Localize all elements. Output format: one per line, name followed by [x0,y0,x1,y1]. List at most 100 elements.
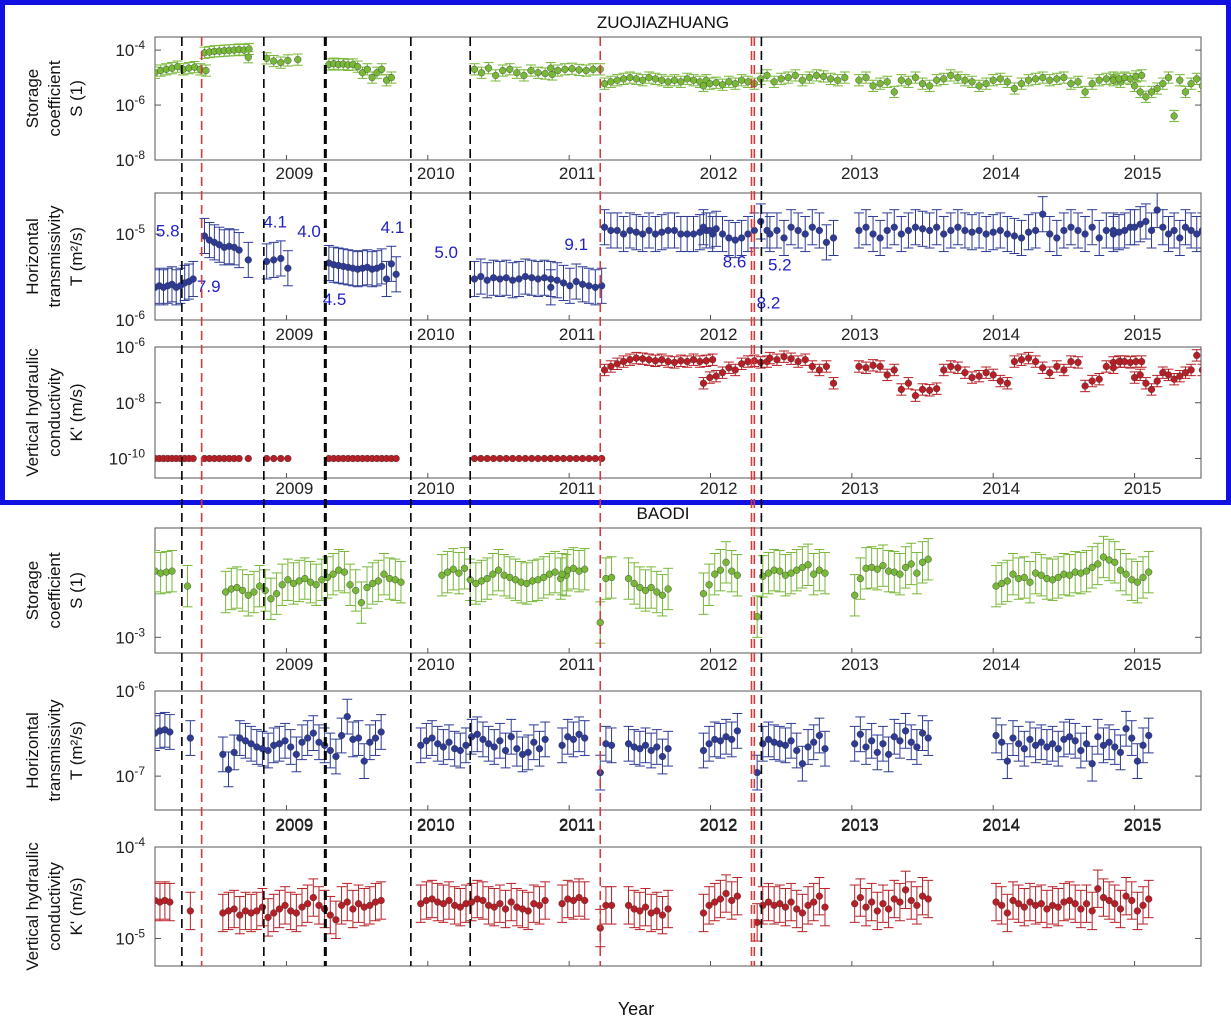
plot-area [155,869,1154,948]
data-point [1187,366,1195,374]
data-point [876,362,884,371]
data-point [275,905,283,913]
data-point [926,386,934,394]
data-point [989,228,997,236]
data-point [489,570,497,578]
data-point [728,896,736,905]
data-point [954,223,962,231]
data-point [1046,230,1054,238]
data-point [924,895,932,903]
data-point [521,272,529,281]
data-point [613,76,621,84]
data-point [1088,907,1096,915]
data-point [434,740,442,748]
data-point [876,80,884,88]
data-point [315,901,323,909]
y-tick-label: 10-5 [115,222,145,244]
data-point [725,364,733,372]
data-point [658,752,667,761]
data-point [343,713,351,721]
data-point [1024,228,1033,236]
y-axis-label-line: coefficient [45,552,64,629]
data-point [1020,745,1028,753]
data-point [541,735,549,744]
data-point [235,454,243,463]
data-point [1082,740,1091,748]
data-point [496,737,504,745]
x-tick-label: 2013 [841,325,879,344]
data-point [244,256,252,264]
data-point [968,228,976,236]
data-point [731,236,739,244]
data-point [284,454,292,463]
data-point [392,454,400,463]
data-point [641,741,650,749]
x-tick-label: 2010 [417,816,455,835]
data-point [439,900,447,908]
data-point [940,366,948,374]
data-point [528,274,536,282]
data-point [380,570,388,578]
data-point [244,454,252,463]
data-point [851,740,859,748]
x-tick-label: 2014 [982,815,1020,834]
data-point [277,254,285,263]
data-point [787,737,795,745]
data-point [534,69,542,77]
data-point [855,226,863,235]
x-tick-label: 2014 [982,479,1020,498]
data-point [798,760,806,768]
data-point [569,896,578,905]
data-point [292,750,300,758]
plot-frame [154,36,1202,161]
y-axis-label-line: Vertical hydraulic [23,842,42,971]
data-point [677,357,685,365]
value-annotation: 5.0 [434,243,458,262]
data-point [1147,226,1156,235]
data-point [1193,75,1201,83]
data-point [233,583,241,592]
data-point [507,733,515,741]
data-point [1046,76,1054,84]
data-point [1054,745,1062,753]
data-point [933,223,941,231]
data-point [378,65,386,73]
data-point [1187,226,1195,235]
data-point [477,272,485,281]
data-point [1111,558,1119,566]
data-point [236,911,244,919]
data-point [883,371,891,379]
y-axis-label-line: S (1) [67,572,86,609]
data-point [346,581,354,589]
data-point [253,907,261,915]
panel-3: Vertical hydraulic conductivity K' (m/s) 10… [23,335,1202,498]
x-tick-label: 2015 [1124,164,1162,183]
data-point [578,280,587,288]
x-tick-label: 2012 [700,815,738,834]
data-point [1074,78,1082,86]
data-point [168,567,176,575]
y-axis-label-line: K' (m/s) [67,877,86,935]
data-point [1128,734,1136,742]
data-point [378,262,386,271]
data-point [1153,377,1161,385]
data-point [918,729,927,737]
x-tick-label: 2013 [841,816,879,835]
value-annotation: 5.8 [156,221,180,240]
y-axis-label-line: Storage [23,561,42,621]
data-point [230,905,238,913]
data-point [738,76,746,84]
data-point [368,73,376,82]
data-point [417,741,425,749]
data-point [569,564,578,572]
data-point [1088,563,1096,572]
x-tick-label: 2013 [841,479,879,498]
x-tick-label: 2011 [559,655,596,674]
data-point [284,264,292,272]
y-tick-label: 10-6 [115,679,145,701]
data-point [764,898,773,906]
data-point [808,223,816,231]
value-annotation: 9.1 [564,235,588,254]
x-tick-label: 2015 [1124,479,1162,498]
value-annotation: 8.2 [757,293,781,312]
